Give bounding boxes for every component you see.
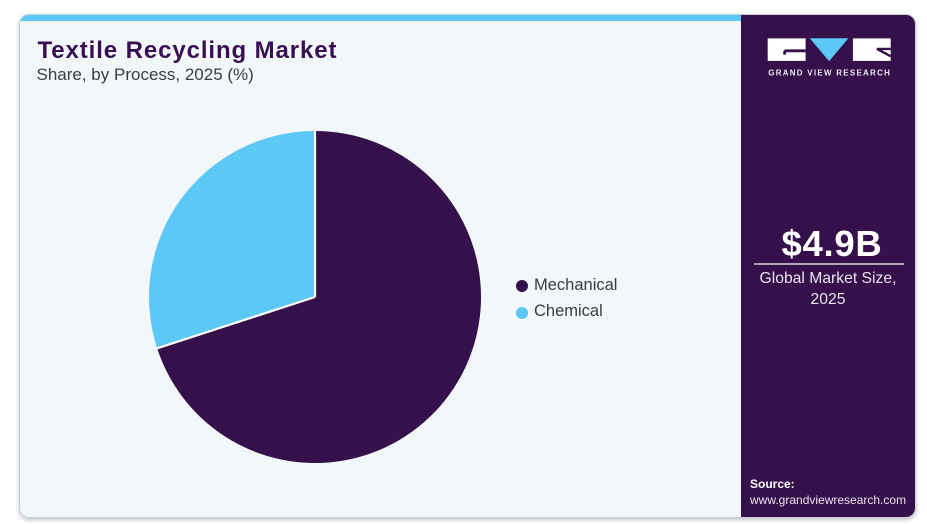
svg-text:GRAND VIEW RESEARCH: GRAND VIEW RESEARCH bbox=[768, 69, 891, 78]
